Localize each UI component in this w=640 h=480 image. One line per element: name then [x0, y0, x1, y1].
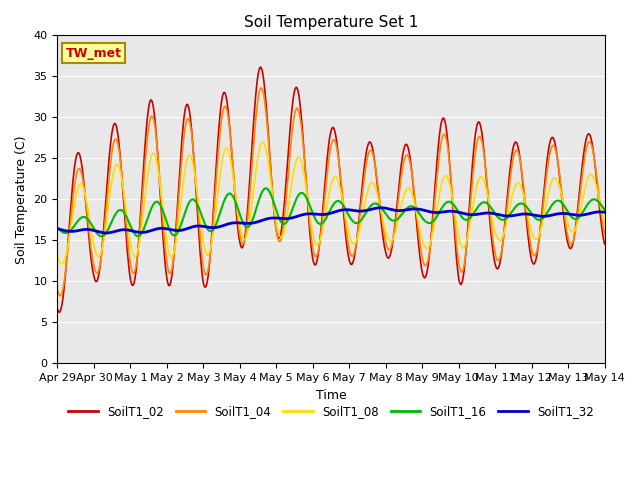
SoilT1_02	[378, 219, 385, 225]
SoilT1_32	[431, 210, 439, 216]
SoilT1_02	[601, 241, 609, 247]
SoilT1_16	[552, 198, 560, 204]
SoilT1_04	[175, 202, 182, 208]
Line: SoilT1_02: SoilT1_02	[58, 67, 605, 312]
Title: Soil Temperature Set 1: Soil Temperature Set 1	[244, 15, 418, 30]
SoilT1_16	[324, 212, 332, 217]
SoilT1_04	[198, 252, 205, 258]
SoilT1_02	[324, 148, 332, 154]
Line: SoilT1_08: SoilT1_08	[58, 142, 605, 264]
Line: SoilT1_32: SoilT1_32	[58, 208, 605, 233]
SoilT1_32	[175, 228, 182, 233]
Text: TW_met: TW_met	[66, 47, 122, 60]
SoilT1_32	[601, 209, 609, 215]
SoilT1_08	[58, 261, 66, 267]
SoilT1_08	[378, 209, 385, 215]
SoilT1_16	[175, 228, 182, 234]
SoilT1_02	[552, 146, 560, 152]
SoilT1_04	[56, 293, 63, 299]
SoilT1_16	[54, 225, 61, 230]
SoilT1_04	[257, 85, 265, 91]
SoilT1_16	[98, 233, 106, 239]
SoilT1_02	[431, 182, 439, 188]
SoilT1_02	[257, 64, 264, 70]
SoilT1_16	[262, 185, 269, 191]
SoilT1_08	[552, 176, 560, 181]
Legend: SoilT1_02, SoilT1_04, SoilT1_08, SoilT1_16, SoilT1_32: SoilT1_02, SoilT1_04, SoilT1_08, SoilT1_…	[63, 401, 598, 423]
SoilT1_16	[431, 216, 439, 222]
SoilT1_02	[198, 268, 205, 274]
SoilT1_16	[378, 205, 385, 211]
SoilT1_04	[54, 287, 61, 293]
SoilT1_32	[54, 226, 61, 231]
SoilT1_04	[324, 163, 332, 169]
SoilT1_16	[601, 207, 609, 213]
SoilT1_32	[376, 205, 384, 211]
SoilT1_08	[601, 221, 609, 227]
SoilT1_08	[198, 229, 205, 235]
Line: SoilT1_16: SoilT1_16	[58, 188, 605, 236]
SoilT1_08	[259, 139, 266, 145]
Y-axis label: Soil Temperature (C): Soil Temperature (C)	[15, 135, 28, 264]
SoilT1_32	[378, 205, 385, 211]
SoilT1_32	[102, 230, 110, 236]
SoilT1_02	[175, 190, 182, 196]
SoilT1_32	[198, 223, 205, 229]
SoilT1_02	[54, 306, 61, 312]
SoilT1_02	[55, 309, 63, 315]
SoilT1_16	[198, 213, 205, 219]
SoilT1_08	[324, 197, 332, 203]
SoilT1_04	[552, 149, 560, 155]
SoilT1_32	[323, 211, 331, 217]
SoilT1_08	[54, 252, 61, 258]
SoilT1_04	[431, 195, 439, 201]
SoilT1_04	[378, 210, 385, 216]
X-axis label: Time: Time	[316, 389, 346, 402]
SoilT1_08	[431, 217, 439, 223]
SoilT1_04	[601, 231, 609, 237]
Line: SoilT1_04: SoilT1_04	[58, 88, 605, 296]
SoilT1_32	[552, 211, 560, 217]
SoilT1_08	[175, 222, 182, 228]
